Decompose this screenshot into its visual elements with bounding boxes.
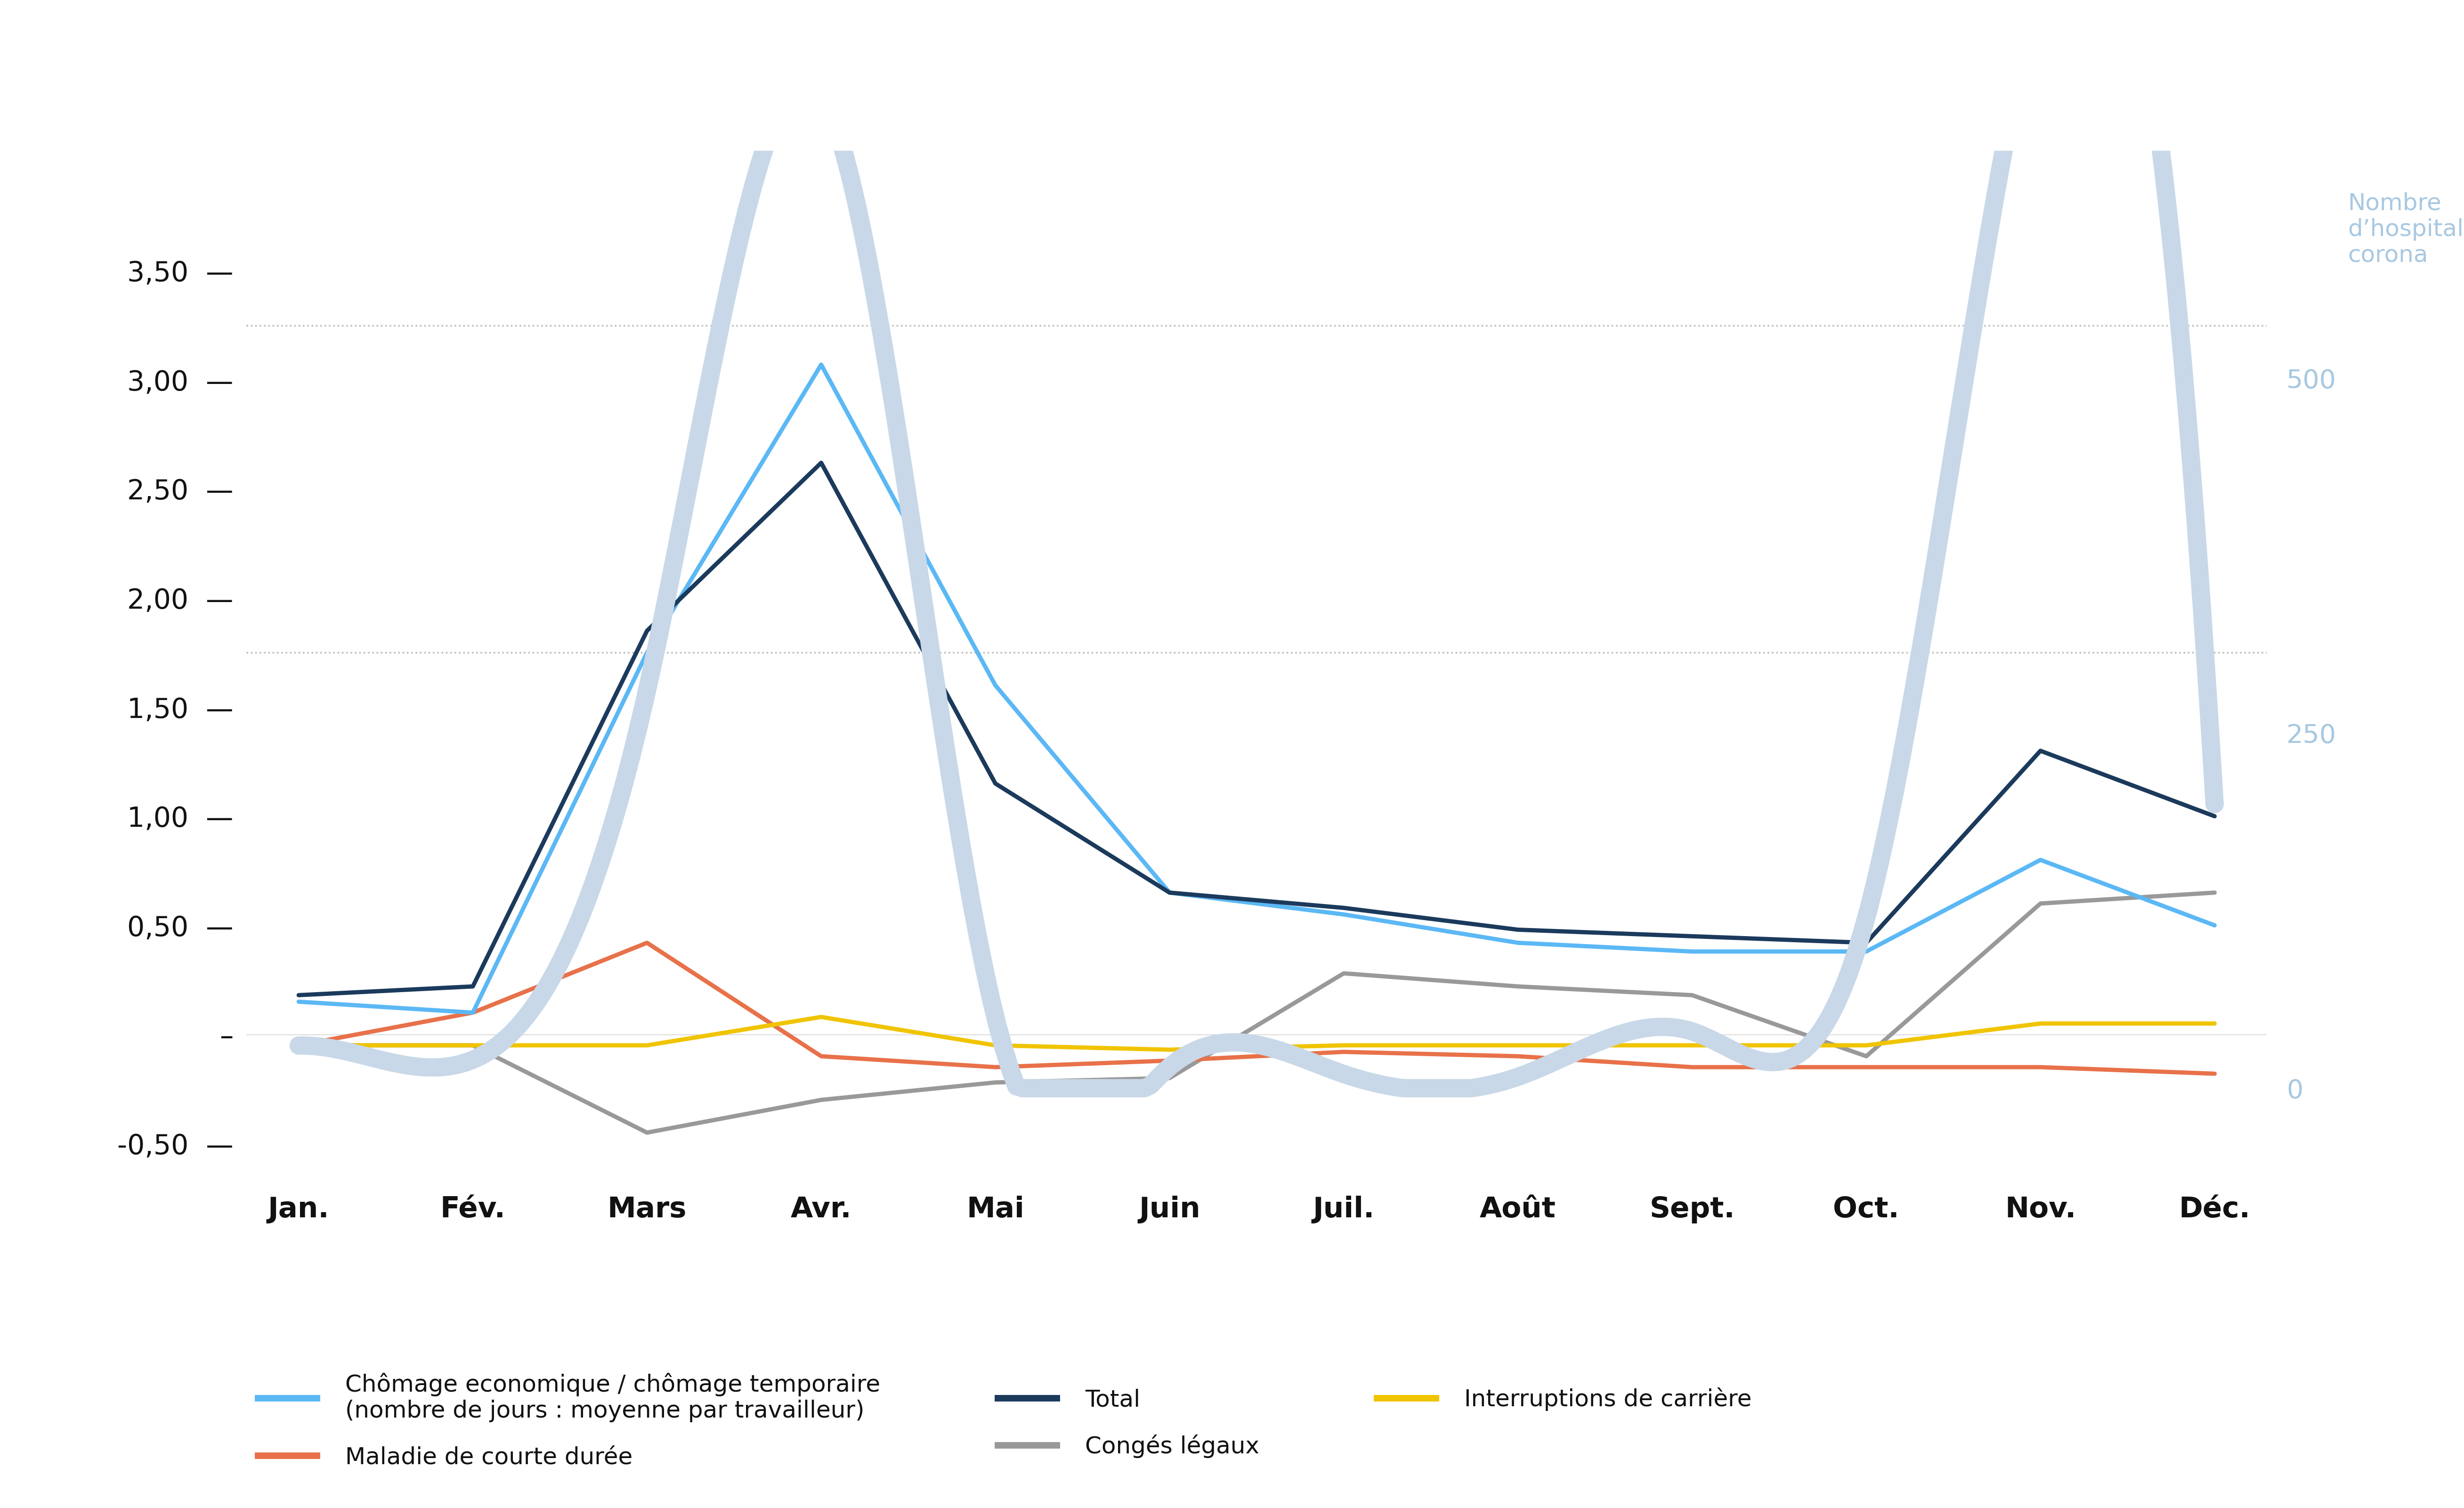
Legend: Chômage economique / chômage temporaire
(nombre de jours : moyenne par travaille: Chômage economique / chômage temporaire … [259, 1372, 1752, 1469]
Y-axis label: Nombre
d’hospitalisations
corona: Nombre d’hospitalisations corona [2348, 192, 2464, 267]
